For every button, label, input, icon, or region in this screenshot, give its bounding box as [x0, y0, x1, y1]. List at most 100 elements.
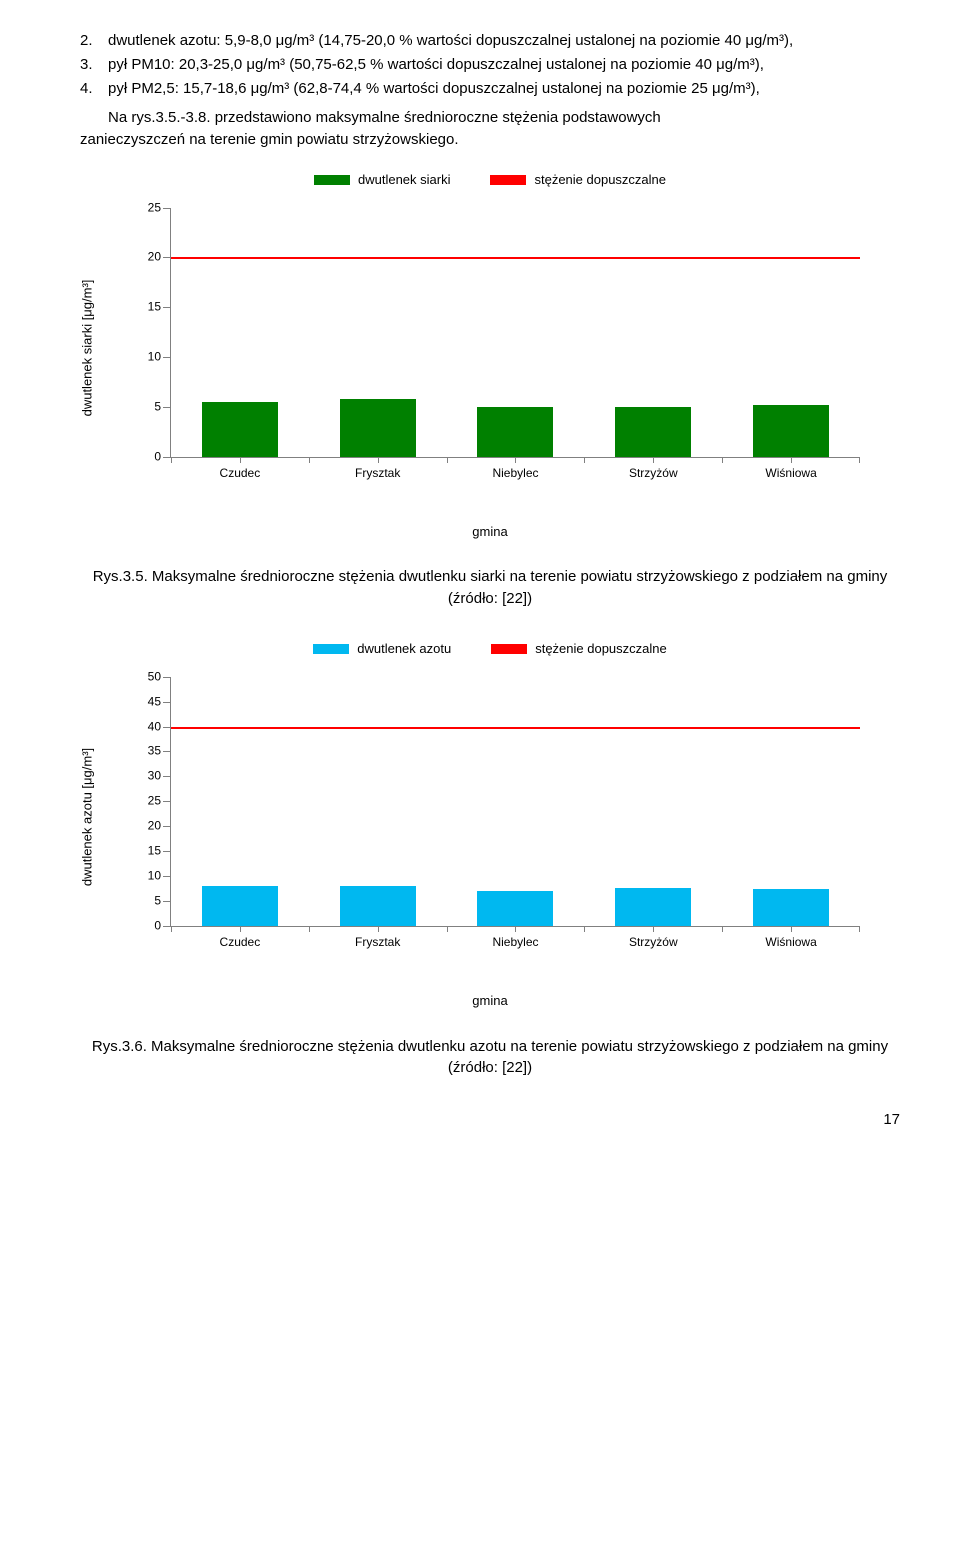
- y-tick-label: 40: [131, 718, 161, 735]
- list-text: pył PM10: 20,3-25,0 μg/m³ (50,75-62,5 % …: [108, 54, 900, 76]
- list-number: 3.: [80, 54, 108, 76]
- legend-item: dwutlenek siarki: [314, 171, 451, 190]
- bar: [202, 402, 278, 457]
- y-tick: [163, 677, 171, 678]
- y-tick-label: 25: [131, 199, 161, 216]
- y-tick-label: 0: [131, 448, 161, 465]
- y-axis-label: dwutlenek azotu [μg/m³]: [79, 748, 98, 886]
- bar-slot: Strzyżów: [584, 208, 722, 457]
- bar: [753, 889, 829, 925]
- y-tick-label: 5: [131, 892, 161, 909]
- y-axis-label: dwutlenek siarki [μg/m³]: [79, 279, 98, 416]
- y-tick-label: 5: [131, 398, 161, 415]
- x-tick: [515, 457, 516, 463]
- plot-area: 05101520253035404550CzudecFrysztakNiebyl…: [170, 677, 860, 927]
- list-item: 3. pył PM10: 20,3-25,0 μg/m³ (50,75-62,5…: [80, 54, 900, 76]
- legend-label: dwutlenek azotu: [357, 640, 451, 659]
- x-tick: [378, 926, 379, 932]
- bar: [477, 407, 553, 457]
- legend-swatch: [490, 175, 526, 185]
- x-tick: [722, 457, 723, 463]
- y-tick-label: 45: [131, 693, 161, 710]
- x-tick: [584, 926, 585, 932]
- x-tick-label: Czudec: [220, 934, 261, 951]
- y-tick-label: 0: [131, 917, 161, 934]
- y-tick-label: 35: [131, 743, 161, 760]
- chart-legend: dwutlenek siarki stężenie dopuszczalne: [80, 171, 900, 190]
- x-tick: [722, 926, 723, 932]
- bars-container: CzudecFrysztakNiebylecStrzyżówWiśniowa: [171, 208, 860, 457]
- x-tick: [447, 457, 448, 463]
- x-tick-label: Strzyżów: [629, 465, 678, 482]
- x-tick: [171, 457, 172, 463]
- y-tick: [163, 257, 171, 258]
- x-tick: [447, 926, 448, 932]
- x-tick: [378, 457, 379, 463]
- y-tick: [163, 208, 171, 209]
- x-tick: [791, 457, 792, 463]
- x-axis-label: gmina: [80, 523, 900, 542]
- bar-slot: Niebylec: [447, 677, 585, 926]
- y-tick-label: 30: [131, 768, 161, 785]
- list-item: 2. dwutlenek azotu: 5,9-8,0 μg/m³ (14,75…: [80, 30, 900, 52]
- x-tick-label: Strzyżów: [629, 934, 678, 951]
- legend-swatch: [313, 644, 349, 654]
- paragraph-rest: zanieczyszczeń na terenie gmin powiatu s…: [80, 131, 459, 148]
- plot-area: 0510152025CzudecFrysztakNiebylecStrzyżów…: [170, 208, 860, 458]
- y-tick-label: 10: [131, 348, 161, 365]
- y-tick: [163, 926, 171, 927]
- legend-item: dwutlenek azotu: [313, 640, 451, 659]
- y-tick-label: 15: [131, 842, 161, 859]
- y-tick-label: 20: [131, 249, 161, 266]
- x-tick-label: Frysztak: [355, 465, 400, 482]
- y-tick: [163, 702, 171, 703]
- x-tick-label: Niebylec: [492, 465, 538, 482]
- bar-slot: Strzyżów: [584, 677, 722, 926]
- x-tick-label: Niebylec: [492, 934, 538, 951]
- y-tick-label: 20: [131, 817, 161, 834]
- legend-label: dwutlenek siarki: [358, 171, 451, 190]
- legend-label: stężenie dopuszczalne: [535, 640, 667, 659]
- bar: [615, 888, 691, 925]
- y-tick: [163, 776, 171, 777]
- bar-slot: Wiśniowa: [722, 677, 860, 926]
- y-tick: [163, 307, 171, 308]
- bar-slot: Frysztak: [309, 677, 447, 926]
- x-tick: [653, 457, 654, 463]
- x-tick: [653, 926, 654, 932]
- chart-caption: Rys.3.5. Maksymalne średnioroczne stężen…: [80, 566, 900, 610]
- x-tick: [171, 926, 172, 932]
- legend-swatch: [491, 644, 527, 654]
- x-tick: [791, 926, 792, 932]
- x-tick: [309, 457, 310, 463]
- legend-item: stężenie dopuszczalne: [490, 171, 666, 190]
- x-tick-label: Wiśniowa: [765, 465, 816, 482]
- chart-canvas: dwutlenek siarki [μg/m³] 0510152025Czude…: [140, 208, 860, 488]
- y-tick-label: 15: [131, 298, 161, 315]
- y-tick-label: 50: [131, 668, 161, 685]
- y-tick: [163, 801, 171, 802]
- x-tick: [515, 926, 516, 932]
- chart-legend: dwutlenek azotu stężenie dopuszczalne: [80, 640, 900, 659]
- list-text: dwutlenek azotu: 5,9-8,0 μg/m³ (14,75-20…: [108, 30, 900, 52]
- x-tick: [859, 926, 860, 932]
- x-tick: [859, 457, 860, 463]
- x-tick: [240, 926, 241, 932]
- y-tick: [163, 851, 171, 852]
- y-tick: [163, 727, 171, 728]
- list-number: 4.: [80, 78, 108, 100]
- y-tick: [163, 901, 171, 902]
- list-item: 4. pył PM2,5: 15,7-18,6 μg/m³ (62,8-74,4…: [80, 78, 900, 100]
- bar: [615, 407, 691, 457]
- bar-slot: Frysztak: [309, 208, 447, 457]
- bar: [340, 886, 416, 926]
- x-tick: [309, 926, 310, 932]
- bar-slot: Czudec: [171, 677, 309, 926]
- numbered-list: 2. dwutlenek azotu: 5,9-8,0 μg/m³ (14,75…: [80, 30, 900, 99]
- x-axis-label: gmina: [80, 992, 900, 1011]
- y-tick: [163, 407, 171, 408]
- so2-chart: dwutlenek siarki stężenie dopuszczalne dw…: [80, 171, 900, 610]
- y-tick: [163, 457, 171, 458]
- legend-label: stężenie dopuszczalne: [534, 171, 666, 190]
- y-tick: [163, 751, 171, 752]
